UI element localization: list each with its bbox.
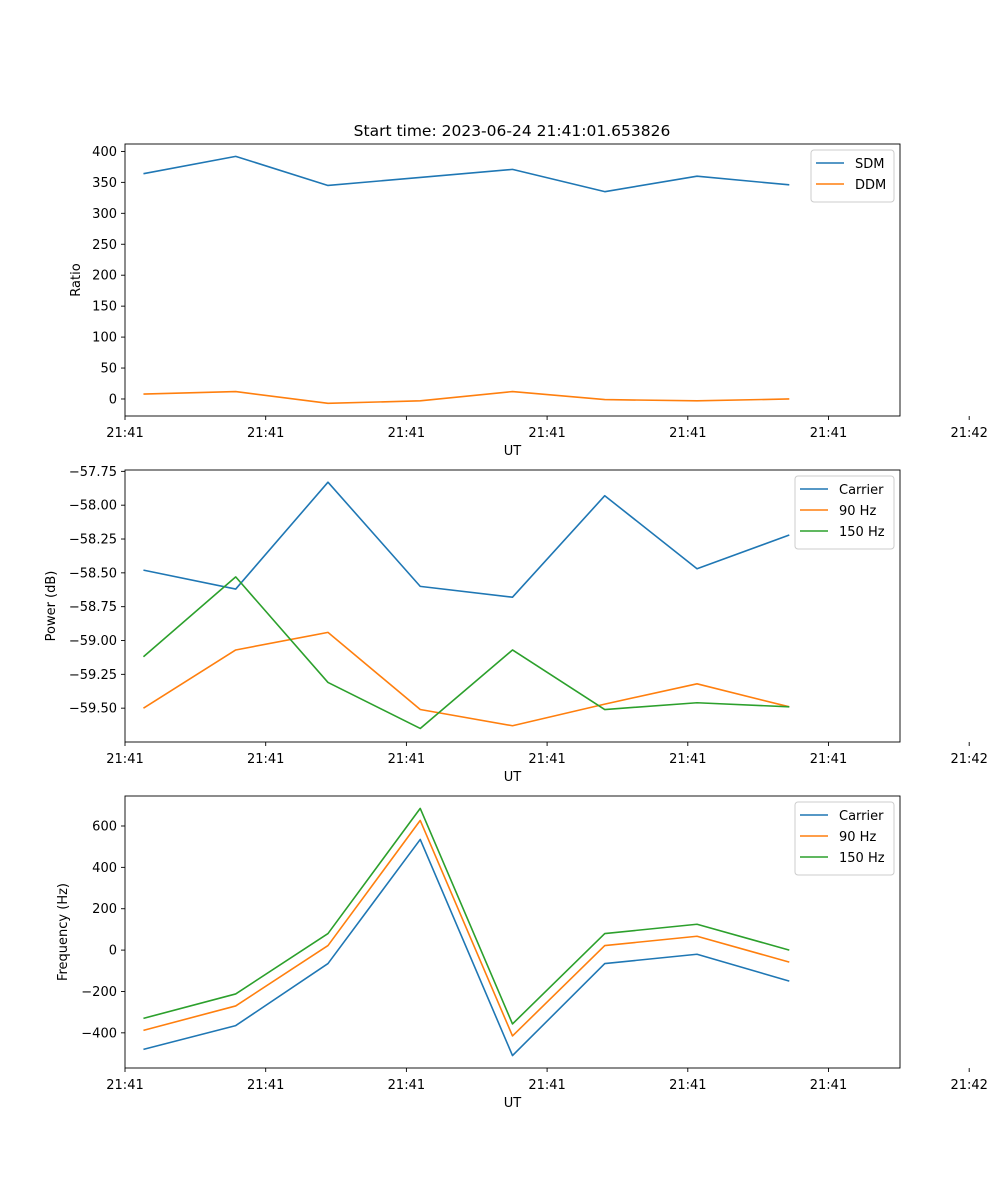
x-tick-label: 21:41 — [528, 1078, 565, 1093]
legend-label: 90 Hz — [839, 830, 876, 845]
y-tick-label: −400 — [81, 1026, 117, 1041]
y-tick-label: 250 — [92, 238, 117, 253]
subplot-3: 21:41 21:41 21:41 21:41 21:41 21:41 21:42 −400 −… — [56, 795, 988, 1111]
series-line-90-hz — [143, 819, 790, 1037]
y-tick-label: −58.50 — [69, 566, 117, 581]
legend: SDM DDM — [810, 149, 895, 203]
y-tick-label: 200 — [92, 902, 117, 917]
y-tick-label: 350 — [92, 176, 117, 191]
x-tick-label: 21:41 — [810, 752, 847, 767]
x-tick-label: 21:41 — [669, 426, 706, 441]
y-tick-label: 300 — [92, 207, 117, 222]
y-tick-label: −58.25 — [69, 533, 117, 548]
y-tick-label: −59.50 — [69, 702, 117, 717]
legend: Carrier 90 Hz 150 Hz — [794, 475, 895, 550]
x-axis-label: UT — [504, 770, 522, 785]
y-tick-label: 400 — [92, 861, 117, 876]
x-tick-label: 21:41 — [810, 1078, 847, 1093]
axes-frame — [124, 795, 901, 1069]
y-tick-label: −57.75 — [69, 465, 117, 480]
series-line-carrier — [143, 481, 790, 599]
x-tick-label: 21:41 — [388, 1078, 425, 1093]
subplot-2: 21:41 21:41 21:41 21:41 21:41 21:41 21:42 −59.5… — [44, 465, 988, 785]
subplot-1: 21:41 21:41 21:41 21:41 21:41 21:41 21:42 0 50 10… — [69, 143, 988, 459]
x-tick-label: 21:41 — [669, 1078, 706, 1093]
x-tick-label: 21:41 — [528, 426, 565, 441]
x-tick-label: 21:42 — [950, 1078, 987, 1093]
legend: Carrier 90 Hz 150 Hz — [794, 801, 895, 876]
y-tick-label: 0 — [109, 944, 117, 959]
y-tick-label: −58.00 — [69, 499, 117, 514]
legend-label: 90 Hz — [839, 504, 876, 519]
y-tick-label: −200 — [81, 985, 117, 1000]
legend-label: DDM — [855, 178, 886, 193]
y-tick-label: 50 — [100, 362, 117, 377]
x-tick-label: 21:41 — [247, 752, 284, 767]
x-tick-label: 21:41 — [810, 426, 847, 441]
series-line-150-hz — [142, 576, 790, 730]
legend-label: 150 Hz — [839, 525, 885, 540]
x-tick-label: 21:42 — [950, 752, 987, 767]
series-line-sdm — [143, 155, 790, 193]
x-tick-label: 21:41 — [669, 752, 706, 767]
series-line-90-hz — [143, 631, 790, 727]
x-tick-label: 21:41 — [247, 1078, 284, 1093]
x-tick-label: 21:41 — [106, 752, 143, 767]
x-tick-label: 21:41 — [388, 426, 425, 441]
axes-frame — [124, 469, 901, 743]
x-tick-label: 21:41 — [247, 426, 284, 441]
plots-container: 21:41 21:41 21:41 21:41 21:41 21:41 21:42 0 50 10… — [44, 143, 988, 1111]
legend-label: Carrier — [839, 483, 884, 498]
y-tick-label: 0 — [109, 392, 117, 407]
legend-label: Carrier — [839, 809, 884, 824]
y-axis-label: Power (dB) — [44, 571, 59, 642]
y-tick-label: 150 — [92, 300, 117, 315]
x-axis-label: UT — [504, 444, 522, 459]
legend-label: SDM — [855, 157, 884, 172]
y-tick-label: −59.00 — [69, 634, 117, 649]
x-tick-label: 21:41 — [106, 1078, 143, 1093]
y-axis-label: Frequency (Hz) — [56, 883, 71, 981]
x-tick-label: 21:41 — [528, 752, 565, 767]
figure-title: Start time: 2023-06-24 21:41:01.653826 — [354, 122, 671, 140]
y-tick-label: 100 — [92, 331, 117, 346]
series-line-ddm — [143, 390, 790, 405]
x-tick-label: 21:41 — [388, 752, 425, 767]
axes-frame — [124, 143, 901, 417]
series-line-150-hz — [143, 807, 790, 1025]
y-tick-label: 400 — [92, 145, 117, 160]
x-tick-label: 21:41 — [106, 426, 143, 441]
y-tick-label: −58.75 — [69, 600, 117, 615]
y-tick-label: 200 — [92, 269, 117, 284]
y-tick-label: 600 — [92, 819, 117, 834]
x-axis-label: UT — [504, 1096, 522, 1111]
series-line-carrier — [143, 838, 790, 1057]
legend-label: 150 Hz — [839, 851, 885, 866]
y-tick-label: −59.25 — [69, 668, 117, 683]
x-tick-label: 21:42 — [950, 426, 987, 441]
y-axis-label: Ratio — [69, 263, 84, 296]
